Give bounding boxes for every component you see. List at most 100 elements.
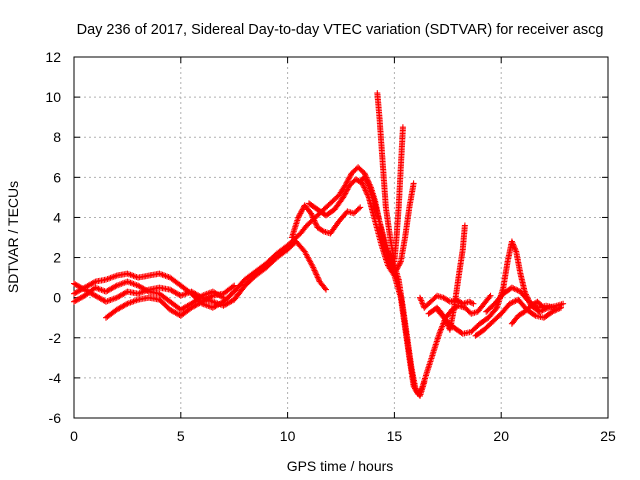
data-point xyxy=(177,301,194,313)
data-point xyxy=(513,248,524,275)
data-point xyxy=(551,304,558,311)
data-point xyxy=(491,291,506,307)
data-point xyxy=(370,194,380,215)
y-tick-label: 0 xyxy=(53,290,61,306)
data-point xyxy=(188,299,204,311)
y-tick-label: 4 xyxy=(53,209,61,225)
data-point xyxy=(380,174,389,209)
data-point xyxy=(323,207,337,219)
data-point xyxy=(487,292,494,299)
data-point xyxy=(71,280,87,292)
data-point xyxy=(327,219,341,237)
data-point xyxy=(331,195,346,213)
data-point xyxy=(408,364,419,392)
y-axis-label: SDTVAR / TECUs xyxy=(5,181,21,293)
data-point xyxy=(241,273,258,289)
data-point xyxy=(549,305,563,315)
data-point xyxy=(231,283,247,303)
data-point xyxy=(378,226,389,247)
axis-ticks: 0 5 10 15 20 25 -6 -4 -2 0 2 4 6 8 10 12 xyxy=(45,49,616,444)
y-tick-label: -2 xyxy=(49,330,62,346)
data-point xyxy=(308,210,320,230)
data-point xyxy=(472,327,486,339)
data-point xyxy=(365,194,378,223)
data-point xyxy=(335,209,350,225)
plot-frame xyxy=(73,56,609,419)
x-axis-label: GPS time / hours xyxy=(287,458,394,474)
data-point xyxy=(376,114,385,149)
data-point xyxy=(434,306,448,322)
data-markers xyxy=(71,90,567,399)
data-point xyxy=(273,243,290,257)
data-point xyxy=(355,164,367,176)
data-point xyxy=(323,199,335,211)
data-point xyxy=(461,222,468,229)
x-tick-label: 5 xyxy=(177,428,185,444)
data-point xyxy=(357,204,364,211)
data-point xyxy=(231,282,238,289)
series-track-14 xyxy=(508,298,547,327)
data-point xyxy=(485,305,499,321)
data-point xyxy=(558,304,564,311)
data-point xyxy=(378,144,387,179)
data-point xyxy=(372,218,385,247)
data-point xyxy=(517,288,531,304)
series-track-12 xyxy=(472,296,564,339)
data-point xyxy=(220,289,236,305)
data-point xyxy=(429,332,442,357)
data-point xyxy=(316,278,328,292)
data-point xyxy=(427,293,439,305)
data-point xyxy=(220,297,236,309)
data-point xyxy=(481,319,495,333)
data-point xyxy=(329,193,341,205)
data-point xyxy=(521,303,533,315)
data-point xyxy=(481,294,493,307)
data-point xyxy=(560,300,567,307)
data-point xyxy=(395,165,404,211)
data-point xyxy=(297,223,309,237)
data-point xyxy=(423,352,436,377)
data-point xyxy=(71,293,87,305)
data-point xyxy=(361,174,372,187)
data-point xyxy=(540,309,555,321)
data-point xyxy=(273,247,290,261)
data-point xyxy=(466,298,475,306)
data-point xyxy=(517,270,528,294)
data-point xyxy=(382,204,393,239)
data-point xyxy=(397,236,408,265)
data-point xyxy=(306,200,320,212)
data-point xyxy=(167,274,183,288)
data-point xyxy=(374,90,383,119)
data-point xyxy=(468,321,482,335)
data-point xyxy=(314,224,326,234)
data-point xyxy=(476,315,491,327)
data-point xyxy=(391,272,404,300)
data-point xyxy=(103,283,119,295)
data-point xyxy=(177,305,194,319)
data-point xyxy=(442,316,456,330)
data-point xyxy=(335,183,348,199)
data-point xyxy=(291,231,303,243)
data-point xyxy=(156,296,172,312)
y-tick-label: -4 xyxy=(49,370,62,386)
series-track-8 xyxy=(357,174,428,399)
data-point xyxy=(323,286,329,293)
data-point xyxy=(231,277,247,295)
data-point xyxy=(474,302,486,315)
data-point xyxy=(461,304,473,316)
data-point xyxy=(293,238,307,254)
data-point xyxy=(508,238,519,254)
y-tick-label: 8 xyxy=(53,129,61,145)
data-point xyxy=(135,272,151,281)
data-point xyxy=(397,125,406,171)
data-point xyxy=(301,248,316,270)
data-point xyxy=(402,206,413,241)
data-point xyxy=(508,284,522,294)
series-track-4 xyxy=(103,282,238,321)
data-point xyxy=(342,171,354,189)
data-point xyxy=(135,282,151,294)
data-point xyxy=(263,251,279,267)
data-point xyxy=(103,273,119,283)
data-point xyxy=(515,309,527,319)
